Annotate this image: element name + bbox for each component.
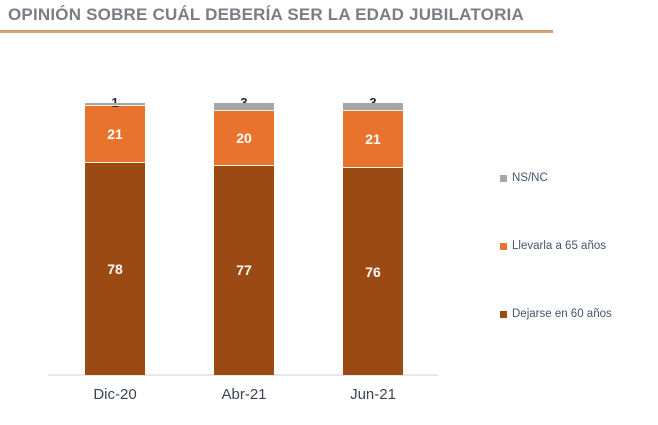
legend-swatch-llevarla-a-65-anos (500, 242, 507, 250)
bar-value-label-dejarse-en-60-anos-dic-20: 78 (107, 260, 123, 277)
bar-segment-dejarse-en-60-anos-dic-20: 78 (85, 162, 145, 375)
bar-value-label-dejarse-en-60-anos-jun-21: 76 (365, 263, 381, 280)
bar-segment-llevarla-a-65-anos-abr-21: 20 (214, 111, 274, 166)
bar-value-label-ns-nc-abr-21: 3 (214, 95, 274, 110)
x-axis-label-jun-21: Jun-21 (350, 386, 396, 403)
legend-item-ns-nc: NS/NC (500, 171, 548, 185)
bar-value-label-ns-nc-jun-21: 3 (343, 95, 403, 110)
legend-item-dejarse-en-60-anos: Dejarse en 60 años (500, 307, 612, 321)
bar-value-label-llevarla-a-65-anos-jun-21: 21 (365, 131, 381, 148)
legend-label: NS/NC (512, 172, 548, 184)
bar-value-label-llevarla-a-65-anos-dic-20: 21 (107, 125, 123, 142)
x-axis-label-dic-20: Dic-20 (93, 386, 137, 403)
legend-label: Llevarla a 65 años (512, 240, 606, 252)
bar-value-label-llevarla-a-65-anos-abr-21: 20 (236, 129, 252, 146)
bar-segment-ns-nc-abr-21 (214, 103, 274, 112)
bar-value-label-ns-nc-dic-20: 1 (85, 95, 145, 110)
page-title: OPINIÓN SOBRE CUÁL DEBERÍA SER LA EDAD J… (8, 5, 524, 24)
legend-swatch-ns-nc (500, 174, 507, 182)
bar-segment-llevarla-a-65-anos-jun-21: 21 (343, 111, 403, 169)
bar-segment-ns-nc-jun-21 (343, 103, 403, 112)
title-underline-accent (0, 30, 553, 33)
bar-segment-ns-nc-dic-20 (85, 103, 145, 106)
x-axis-label-abr-21: Abr-21 (221, 386, 267, 403)
legend-swatch-dejarse-en-60-anos (500, 310, 507, 318)
legend-item-llevarla-a-65-anos: Llevarla a 65 años (500, 239, 606, 253)
bar-segment-dejarse-en-60-anos-abr-21: 77 (214, 165, 274, 375)
x-axis-line (48, 374, 438, 376)
bar-value-label-dejarse-en-60-anos-abr-21: 77 (236, 262, 252, 279)
bar-segment-dejarse-en-60-anos-jun-21: 76 (343, 168, 403, 375)
bar-segment-llevarla-a-65-anos-dic-20: 21 (85, 105, 145, 163)
legend-label: Dejarse en 60 años (512, 308, 612, 320)
